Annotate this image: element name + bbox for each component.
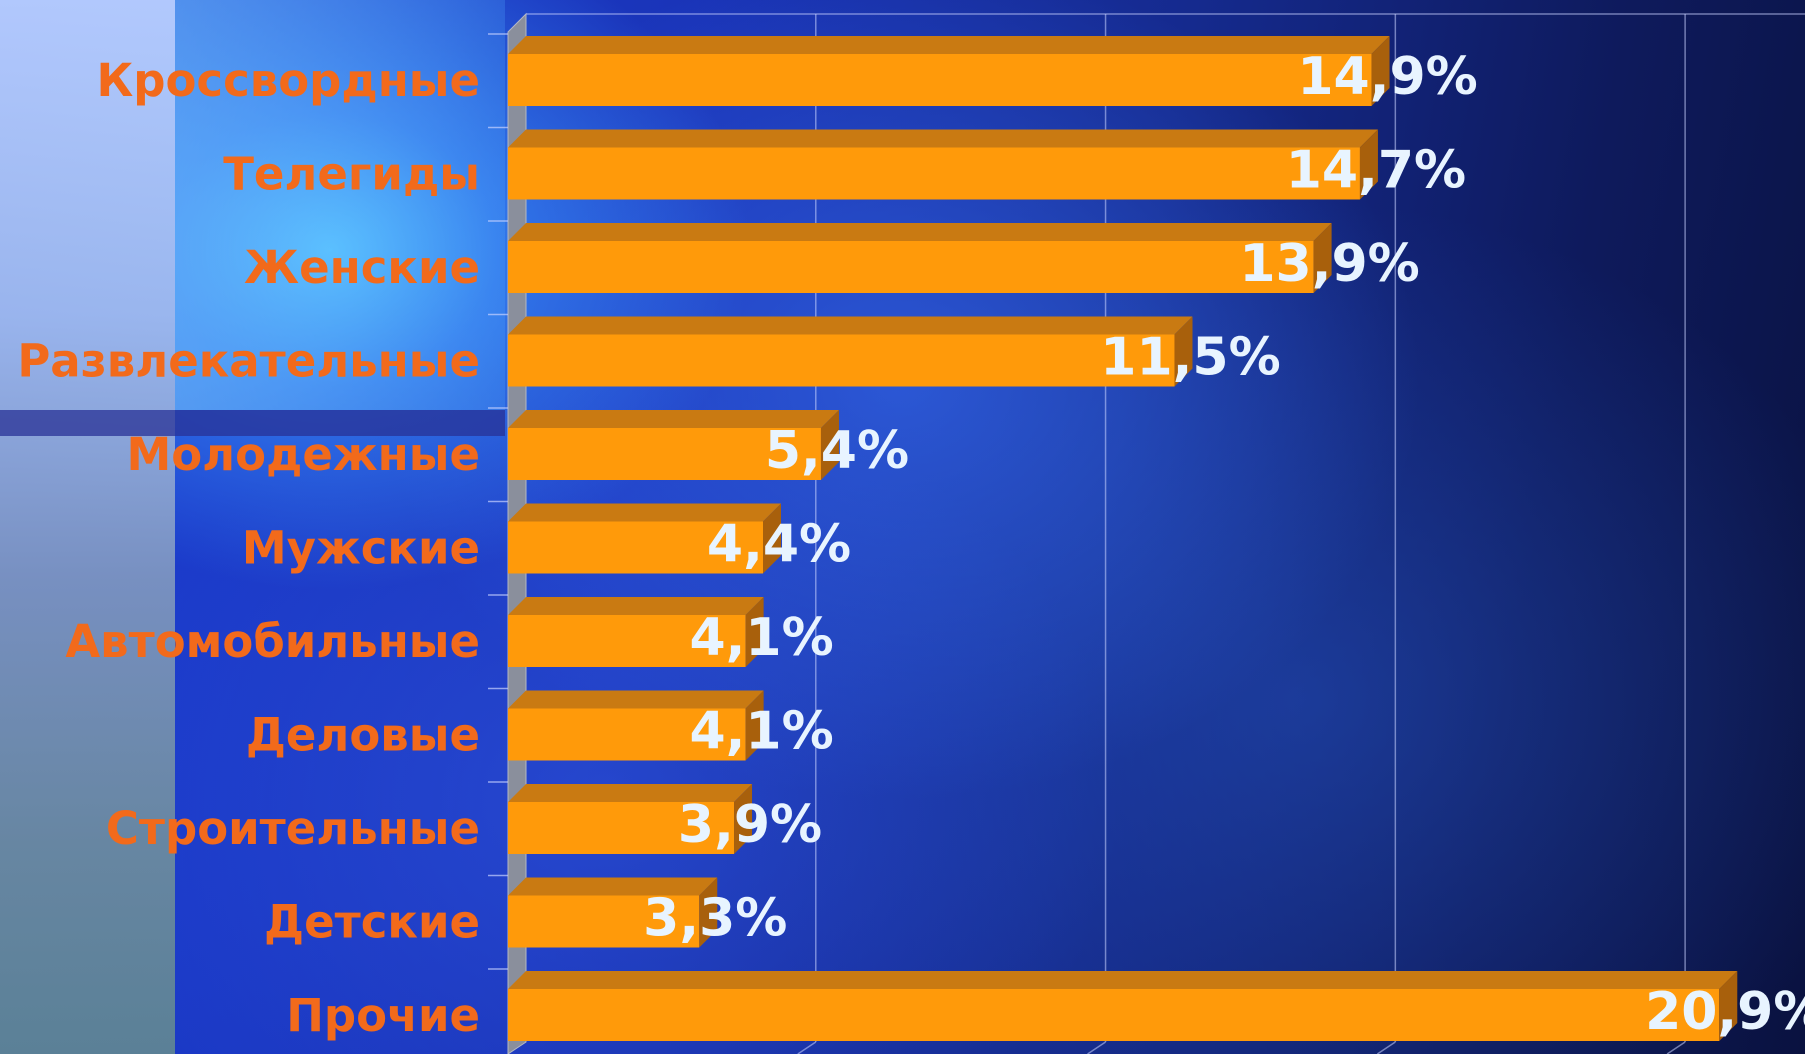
- bar-top-face: [508, 223, 1332, 241]
- bar-top-face: [508, 784, 753, 802]
- bar-top-face: [508, 316, 1193, 335]
- bar: [508, 615, 746, 667]
- category-label: Кроссвордные: [96, 54, 480, 107]
- bar: [508, 989, 1720, 1041]
- bars-layer: [508, 36, 1738, 1041]
- category-label: Автомобильные: [65, 615, 480, 668]
- value-label: 3,9%: [678, 795, 822, 855]
- bar-side-face: [1359, 129, 1378, 200]
- bar: [508, 54, 1372, 106]
- bar-top-face: [508, 410, 839, 428]
- bar-side-face: [1174, 316, 1193, 387]
- gridline-foot-10: [1087, 1041, 1106, 1054]
- value-label: 4,1%: [690, 702, 834, 762]
- bar: [508, 334, 1175, 387]
- category-label: Молодежные: [126, 428, 480, 481]
- bar-side-face: [763, 503, 782, 574]
- bar-top-face: [508, 129, 1378, 148]
- left-decor-highlight: [175, 0, 505, 410]
- bar-side-face: [1371, 36, 1390, 106]
- value-label: 11,5%: [1100, 328, 1280, 388]
- value-label: 4,4%: [707, 515, 851, 575]
- labels-layer: Кроссвордные 14,9% Телегиды 14,7% Женские 13,…: [17, 47, 1805, 1042]
- bar-top-face: [508, 877, 718, 896]
- bar-top-face: [508, 690, 764, 709]
- value-label: 14,9%: [1297, 47, 1477, 107]
- category-label: Прочие: [286, 989, 480, 1042]
- left-decor-panel: [0, 0, 175, 1054]
- bar: [508, 428, 821, 480]
- category-label: Развлекательные: [17, 335, 480, 388]
- value-label: 5,4%: [765, 421, 909, 481]
- bar-side-face: [745, 597, 764, 667]
- bar-top-face: [508, 503, 782, 522]
- bar: [508, 708, 746, 761]
- category-label: Строительные: [106, 802, 480, 855]
- bar-side-face: [734, 784, 753, 854]
- gridline-foot-5: [797, 1041, 817, 1054]
- bar-top-face: [508, 971, 1738, 989]
- bar-side-face: [1719, 971, 1738, 1041]
- bar-top-face: [508, 36, 1390, 54]
- category-label: Деловые: [246, 709, 480, 762]
- bar: [508, 895, 700, 948]
- value-label: 13,9%: [1239, 234, 1419, 294]
- category-label: Детские: [264, 896, 480, 949]
- category-label: Женские: [244, 241, 480, 294]
- bar: [508, 521, 764, 574]
- bar: [508, 241, 1314, 293]
- bar-side-face: [1313, 223, 1332, 293]
- category-label: Мужские: [242, 522, 480, 575]
- value-label: 3,3%: [643, 889, 787, 949]
- gridline-foot-20: [1666, 1041, 1686, 1054]
- bar-side-face: [745, 690, 764, 761]
- gridline-foot-15: [1376, 1041, 1396, 1054]
- bar-side-face: [699, 877, 718, 948]
- category-label: Телегиды: [223, 148, 480, 201]
- bar: [508, 802, 735, 854]
- value-label: 4,1%: [690, 608, 834, 668]
- bar: [508, 147, 1360, 200]
- decor-band: [0, 410, 505, 436]
- bar-side-face: [820, 410, 839, 480]
- value-label: 14,7%: [1286, 141, 1466, 201]
- bar-top-face: [508, 597, 764, 615]
- value-label: 20,9%: [1645, 982, 1805, 1042]
